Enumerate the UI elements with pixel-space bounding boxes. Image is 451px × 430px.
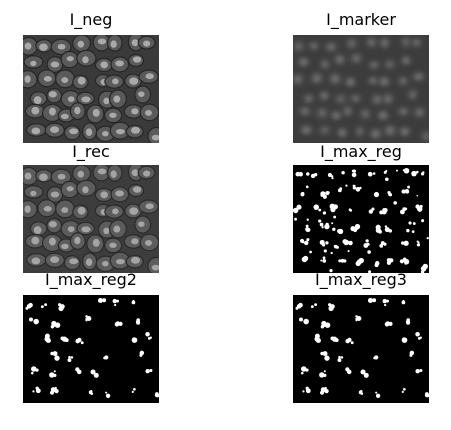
panel-title-i-marker: I_marker bbox=[326, 10, 396, 29]
panel-title-i-max-reg3: I_max_reg3 bbox=[315, 270, 407, 289]
panel-image-i-max-reg bbox=[293, 165, 429, 273]
panel-image-i-rec bbox=[23, 165, 159, 273]
panel-title-i-neg: I_neg bbox=[69, 10, 113, 29]
panel-title-i-max-reg2: I_max_reg2 bbox=[45, 270, 137, 289]
panel-image-i-max-reg2 bbox=[23, 295, 159, 403]
panel-image-i-max-reg3 bbox=[293, 295, 429, 403]
panel-image-i-neg bbox=[23, 35, 159, 143]
panel-image-i-marker bbox=[293, 35, 429, 143]
panel-title-i-rec: I_rec bbox=[72, 142, 110, 161]
panel-title-i-max-reg: I_max_reg bbox=[320, 142, 402, 161]
